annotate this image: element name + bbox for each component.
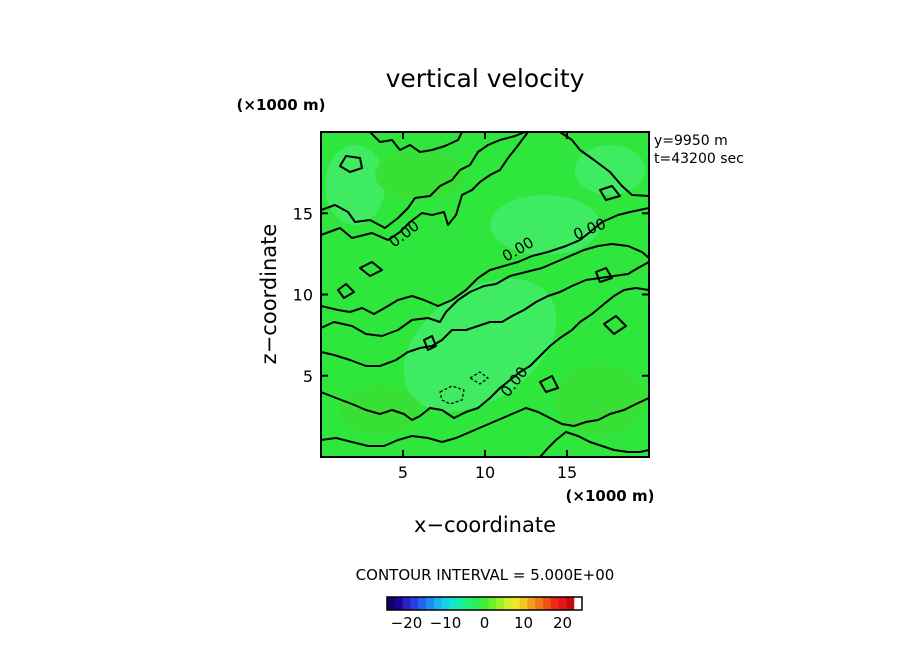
colorbar-swatch [550,597,559,610]
contour-line [599,185,621,201]
colorbar-tick-label: −20 [391,614,423,632]
contour-line [337,283,355,299]
colorbar-tick-label: −10 [430,614,462,632]
field-patch [340,385,420,435]
contour-line [369,132,463,153]
field-patch [575,145,645,195]
x-unit-label: (×1000 m) [566,487,655,505]
contour-line [321,397,649,447]
x-tick-label: 5 [398,463,408,482]
colorbar-swatch [418,597,427,610]
x-tick-label: 15 [557,463,577,482]
colorbar-swatch [527,597,536,610]
contour-line [359,261,383,277]
contour-line [595,267,613,283]
contour-line [559,132,649,197]
colorbar [386,596,583,611]
field-patch [555,365,645,435]
colorbar-swatch [426,597,435,610]
colorbar-swatch [472,597,481,610]
colorbar-swatch [566,597,575,610]
contour-line [321,287,649,421]
colorbar-swatch [394,597,403,610]
contour-line [321,132,526,229]
contour-line-negative [439,385,465,405]
y-position-annotation: y=9950 m [654,133,728,149]
colorbar-swatch [387,597,396,610]
colorbar-swatch [480,597,489,610]
contour-line [321,132,529,241]
colorbar-tick-label: 20 [553,614,572,632]
colorbar-frame [386,596,583,611]
field-shading [325,145,645,435]
colorbar-swatch [574,597,583,610]
colorbar-swatch [457,597,466,610]
field-patch [375,150,465,200]
colorbar-swatch [402,597,411,610]
time-annotation: t=43200 sec [654,151,744,167]
y-unit-label: (×1000 m) [237,96,326,114]
colorbar-swatch [496,597,505,610]
field-patch [490,195,600,255]
x-axis: 5 10 15 [398,132,577,482]
contour-line [321,207,649,315]
colorbar-tick-label: 10 [514,614,533,632]
colorbar-swatch [558,597,567,610]
contour-interval-label: CONTOUR INTERVAL = 5.000E+00 [356,566,615,584]
y-tick-label: 10 [293,286,313,305]
colorbar-swatch [535,597,544,610]
contour-lines [321,132,649,457]
colorbar-swatch [449,597,458,610]
contour-line [539,375,559,393]
negative-contours [439,371,489,405]
y-axis: 5 10 15 [293,204,649,386]
colorbar-swatch [465,597,474,610]
contour-line [539,431,649,457]
contour-line [423,335,437,351]
colorbar-swatch [519,597,528,610]
colorbar-ticks: −20 −10 0 10 20 [391,614,572,632]
x-tick-label: 10 [475,463,495,482]
colorbar-swatch [433,597,442,610]
contour-line [339,155,363,173]
colorbar-swatch [511,597,520,610]
colorbar-tick-label: 0 [480,614,490,632]
chart-title: vertical velocity [386,64,585,93]
colorbar-swatch [504,597,513,610]
contour-line-negative [468,371,489,385]
colorbar-swatch [488,597,497,610]
x-axis-label: x−coordinate [414,513,556,537]
y-tick-label: 15 [293,204,313,223]
contour-line [321,243,649,337]
y-axis-label: z−coordinate [257,224,281,365]
colorbar-swatch [543,597,552,610]
contour-line [603,315,627,335]
contour-line [321,261,649,367]
y-tick-label: 5 [303,367,313,386]
colorbar-swatch [441,597,450,610]
colorbar-swatch [410,597,419,610]
